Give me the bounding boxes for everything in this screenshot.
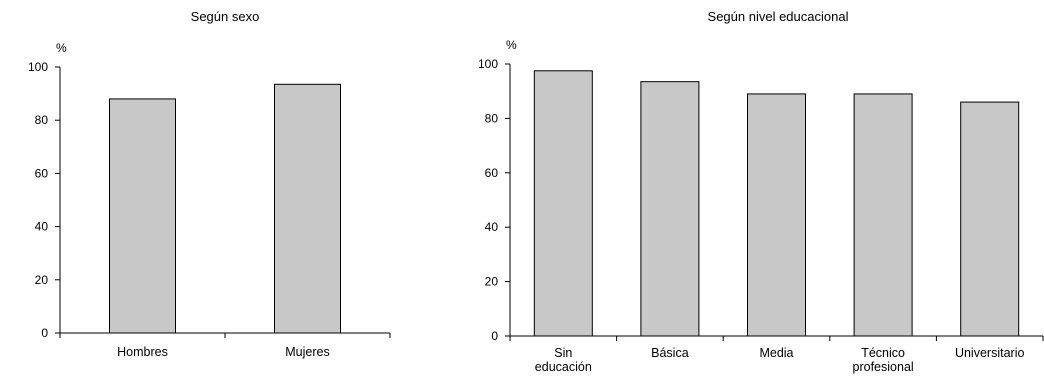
bar-edu-4 [960, 101, 1020, 337]
bar-edu-1 [640, 81, 700, 337]
y-tick-label: 0 [491, 329, 498, 343]
y-tick-label: 40 [485, 220, 499, 234]
y-tick-label: 60 [485, 166, 499, 180]
chart-title: Según sexo [191, 9, 260, 24]
y-tick-label: 80 [485, 111, 499, 125]
y-tick-label: 40 [35, 220, 49, 234]
bar-edu-2 [747, 93, 806, 337]
x-tick-label-edu-0: Sin educación [535, 346, 592, 374]
y-tick-label: 100 [28, 60, 48, 74]
x-tick-label-edu-3: Técnico profesional [853, 346, 914, 374]
chart-title: Según nivel educacional [708, 9, 849, 24]
chart-by-sex: Según sexo% 0 20 40 60 80 100 Hombres Mujeres [28, 9, 391, 359]
bar-edu-3 [853, 93, 913, 337]
bar-edu-0 [533, 70, 593, 337]
chart-by-education: Según nivel educacional% 0 20 40 60 80 100 Sin e… [478, 9, 1044, 374]
y-tick-label: 100 [478, 57, 498, 71]
x-tick-label-sex-1: Mujeres [285, 345, 329, 359]
x-tick-label-sex-0: Hombres [117, 345, 168, 359]
x-tick-label-edu-4: Universitario [955, 346, 1025, 360]
y-tick-label: 20 [35, 273, 49, 287]
y-tick-label: 60 [35, 166, 49, 180]
bar-sex-0 [109, 98, 176, 334]
x-tick-label-edu-1: Básica [651, 346, 689, 360]
y-unit-label: % [56, 41, 67, 55]
y-unit-label: % [506, 38, 517, 52]
x-tick-label-edu-2: Media [759, 346, 793, 360]
y-tick-label: 0 [41, 326, 48, 340]
bar-sex-1 [274, 83, 341, 334]
y-tick-label: 20 [485, 275, 499, 289]
y-tick-label: 80 [35, 113, 49, 127]
